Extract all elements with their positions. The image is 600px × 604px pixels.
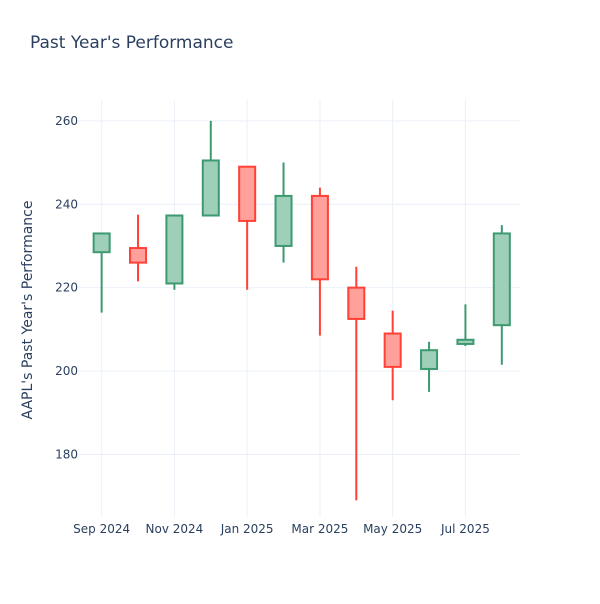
x-tick-label: Jul 2025 (440, 522, 490, 536)
candle-body (492, 232, 511, 327)
candle-body (165, 214, 184, 285)
candle-body (238, 165, 257, 222)
y-tick-label: 220 (55, 281, 78, 295)
x-tick-label: Mar 2025 (291, 522, 348, 536)
candle-body (92, 232, 111, 254)
candles (92, 120, 511, 501)
candle (92, 232, 111, 313)
candle (310, 187, 329, 336)
candle (492, 225, 511, 365)
candle (165, 214, 184, 290)
y-tick-label: 200 (55, 364, 78, 378)
x-tick-label: May 2025 (363, 522, 422, 536)
y-axis-title: AAPL's Past Year's Performance (20, 201, 36, 420)
candle-body (347, 286, 366, 320)
candle-body (201, 159, 220, 217)
candle-body (456, 338, 475, 345)
y-tick-label: 240 (55, 197, 78, 211)
chart-title: Past Year's Performance (30, 33, 234, 53)
y-tick-label: 260 (55, 114, 78, 128)
x-tick-label: Sep 2024 (73, 522, 130, 536)
candle (383, 310, 402, 401)
grid (78, 100, 520, 517)
axis-ticks: 180 200 220 240 260 Sep 2024 Nov 2024 Jan 2025 M… (55, 114, 490, 536)
candle-body (420, 349, 439, 370)
candle-body (274, 194, 293, 247)
candle (347, 266, 366, 501)
candle (274, 162, 293, 263)
candle (456, 304, 475, 347)
x-tick-label: Nov 2024 (146, 522, 204, 536)
candle-body (383, 332, 402, 368)
x-tick-label: Jan 2025 (220, 522, 274, 536)
candle (238, 165, 257, 290)
candle (201, 120, 220, 217)
y-tick-label: 180 (55, 447, 78, 461)
candle-body (310, 194, 329, 281)
candle-body (129, 247, 148, 264)
candle (420, 341, 439, 392)
candle (129, 214, 148, 282)
